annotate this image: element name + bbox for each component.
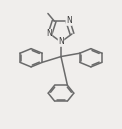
Text: N: N [66,17,72,25]
Text: N: N [46,29,52,38]
Text: N: N [58,37,64,46]
